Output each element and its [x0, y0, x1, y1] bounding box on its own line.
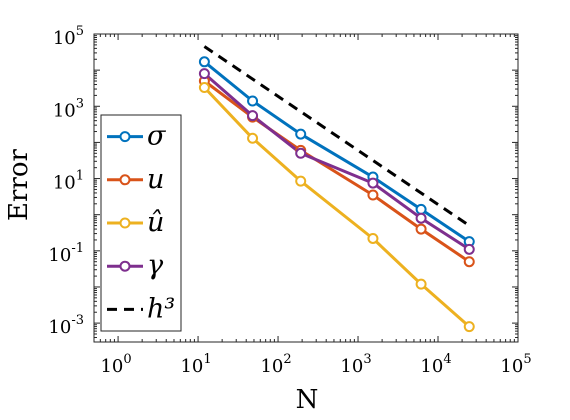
y-tick-label: 10-1: [48, 241, 84, 266]
data-point: [198, 68, 210, 80]
data-point: [367, 177, 379, 189]
legend-label: h³: [147, 293, 175, 324]
legend-marker: [119, 174, 131, 186]
y-axis-label: Error: [4, 148, 34, 220]
x-axis-label: N: [296, 385, 319, 415]
data-point: [415, 212, 427, 224]
x-tick-label: 100: [100, 352, 131, 377]
series-line-0: [203, 60, 471, 243]
series-line-3: [203, 72, 471, 251]
data-point: [295, 128, 307, 140]
y-tick-label: 101: [53, 169, 84, 194]
series-line-2: [203, 86, 471, 328]
x-tick-label: 102: [260, 352, 291, 377]
data-point: [295, 147, 307, 159]
data-point: [247, 132, 259, 144]
y-tick-label: 10-3: [48, 313, 84, 338]
data-point: [415, 278, 427, 290]
x-tick-label: 104: [420, 352, 451, 377]
data-point: [247, 95, 259, 107]
axis-ticks: 100 101 102 103 104 105 10-3 10-1 101 103 105: [48, 24, 531, 377]
data-point: [463, 321, 475, 333]
x-tick-label: 105: [500, 352, 531, 377]
series-line-4: [203, 45, 471, 227]
data-point: [295, 175, 307, 187]
data-point: [415, 223, 427, 235]
y-tick-label: 103: [53, 96, 84, 121]
series-markers: [198, 56, 475, 333]
data-point: [367, 232, 379, 244]
y-tick-label: 105: [53, 24, 84, 49]
series-line-1: [203, 79, 471, 263]
legend-marker: [119, 131, 131, 143]
x-tick-label: 103: [340, 352, 371, 377]
x-tick-label: 101: [180, 352, 211, 377]
data-point: [463, 256, 475, 268]
data-point: [198, 82, 210, 94]
data-point: [247, 110, 259, 122]
data-point: [198, 56, 210, 68]
series-lines: [203, 45, 471, 328]
data-point: [463, 243, 475, 255]
legend-marker: [119, 260, 131, 272]
data-point: [367, 189, 379, 201]
data-point: [415, 203, 427, 215]
legend-label: u: [147, 164, 164, 195]
legend-label: û: [147, 207, 164, 238]
legend-label: σ: [147, 121, 167, 152]
legend-marker: [119, 217, 131, 229]
legend-label: γ: [147, 250, 164, 281]
